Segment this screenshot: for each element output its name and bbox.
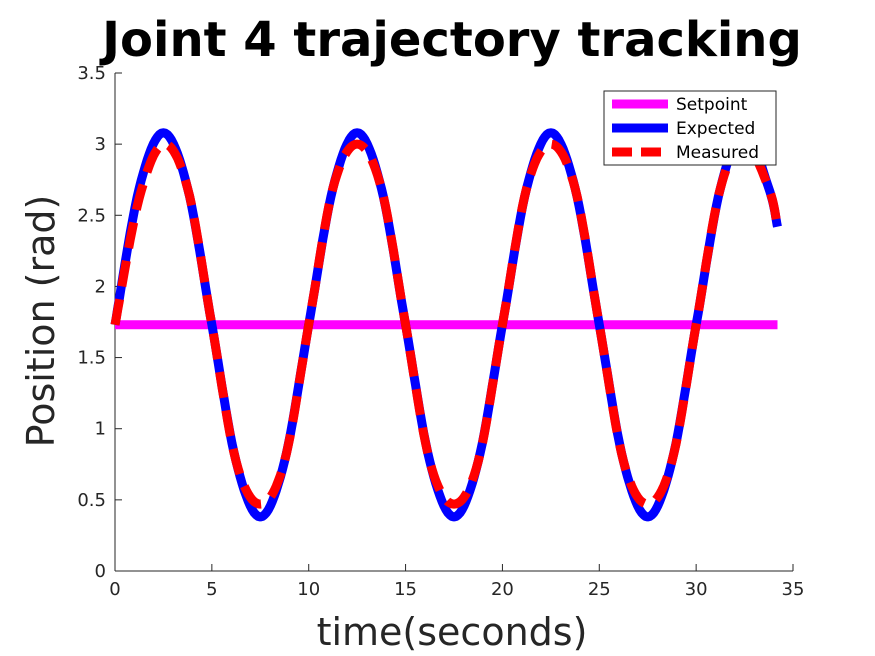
legend-label-setpoint: Setpoint xyxy=(676,95,748,115)
y-axis-label: Position (rad) xyxy=(19,195,63,448)
y-tick-label: 1 xyxy=(95,419,106,440)
x-axis-label: time(seconds) xyxy=(317,610,588,654)
y-tick-label: 0 xyxy=(95,561,106,582)
y-tick-label: 0.5 xyxy=(77,490,106,511)
y-tick-label: 3 xyxy=(95,134,106,155)
x-tick-label: 25 xyxy=(588,579,611,600)
legend: Setpoint Expected Measured xyxy=(603,90,777,166)
x-tick-label: 10 xyxy=(297,579,320,600)
legend-label-measured: Measured xyxy=(676,143,759,163)
y-tick-label: 1.5 xyxy=(77,348,106,369)
x-tick-label: 30 xyxy=(685,579,708,600)
x-tick-label: 15 xyxy=(394,579,417,600)
x-tick-label: 5 xyxy=(206,579,217,600)
y-tick-label: 2.5 xyxy=(77,205,106,226)
series-line-measured xyxy=(110,139,782,509)
y-tick-label: 3.5 xyxy=(77,63,106,84)
chart-title: Joint 4 trajectory tracking xyxy=(99,12,802,68)
x-tick-label: 35 xyxy=(782,579,805,600)
x-tick-label: 20 xyxy=(491,579,514,600)
plot-area: 0 5 10 15 20 25 30 35 0 0.5 1 1.5 2 2.5 3 3.5 xyxy=(77,63,804,600)
legend-label-expected: Expected xyxy=(676,119,755,139)
x-tick-label: 0 xyxy=(109,579,120,600)
y-tick-label: 2 xyxy=(95,276,106,297)
